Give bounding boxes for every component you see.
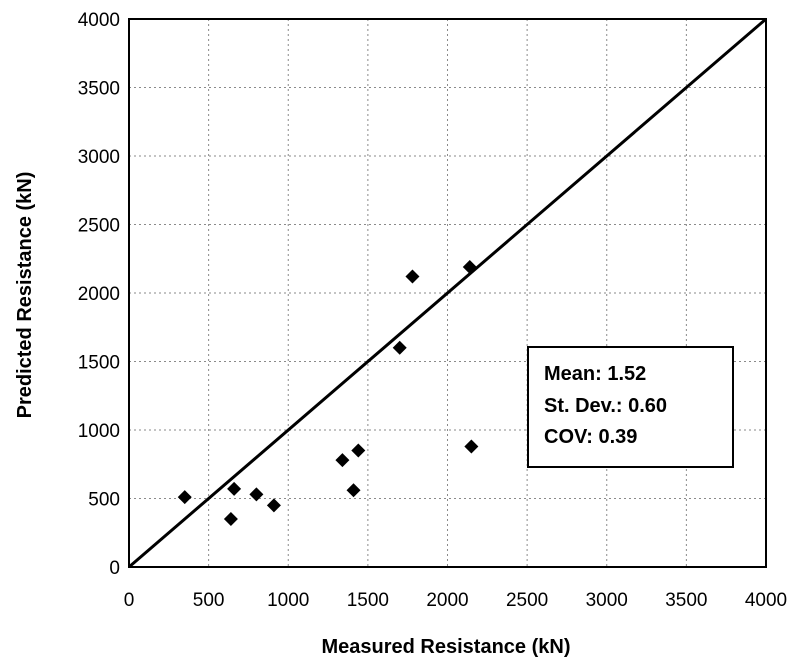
x-tick-label: 2000 — [426, 590, 468, 611]
x-tick-label: 4000 — [745, 590, 787, 611]
stats-cov: COV: 0.39 — [544, 426, 637, 448]
data-point-diamond — [266, 498, 281, 513]
x-tick-label: 1500 — [347, 590, 389, 611]
y-tick-label: 2000 — [78, 284, 120, 305]
y-tick-label: 1500 — [78, 353, 120, 374]
y-tick-label: 4000 — [78, 10, 120, 31]
stats-std-dev: St. Dev.: 0.60 — [544, 395, 667, 417]
data-point-diamond — [392, 340, 407, 355]
reference-line-y-equals-x — [128, 17, 767, 569]
data-point-diamond — [335, 453, 350, 468]
y-tick-labels: 0 500 1000 1500 2000 2500 3000 3500 4000 — [78, 10, 120, 579]
x-axis-title: Measured Resistance (kN) — [322, 636, 571, 658]
plot-frame — [128, 18, 767, 568]
y-tick-label: 0 — [109, 558, 120, 579]
x-tick-label: 2500 — [506, 590, 548, 611]
x-tick-label: 3000 — [586, 590, 628, 611]
data-point-diamond — [227, 481, 242, 496]
y-tick-label: 3000 — [78, 147, 120, 168]
stats-box: Mean: 1.52 St. Dev.: 0.60 COV: 0.39 — [527, 346, 734, 468]
x-tick-label: 0 — [124, 590, 135, 611]
y-axis-title: Predicted Resistance (kN) — [14, 172, 36, 419]
x-tick-labels: 0 500 1000 1500 2000 2500 3000 3500 4000 — [124, 590, 787, 611]
x-tick-label: 3500 — [665, 590, 707, 611]
x-tick-label: 1000 — [267, 590, 309, 611]
grid-layer — [129, 19, 766, 567]
y-tick-label: 500 — [88, 490, 120, 511]
data-point-diamond — [464, 439, 479, 454]
data-point-diamond — [462, 259, 477, 274]
data-point-diamond — [249, 487, 264, 502]
y-tick-label: 2500 — [78, 216, 120, 237]
data-point-diamond — [346, 483, 361, 498]
data-point-diamond — [351, 443, 366, 458]
y-tick-label: 1000 — [78, 421, 120, 442]
y-tick-label: 3500 — [78, 79, 120, 100]
data-points — [177, 259, 479, 527]
data-point-diamond — [177, 490, 192, 505]
x-tick-label: 500 — [193, 590, 225, 611]
data-point-diamond — [223, 512, 238, 527]
stats-box-frame — [527, 346, 734, 468]
data-point-diamond — [405, 269, 420, 284]
stats-mean: Mean: 1.52 — [544, 363, 646, 385]
